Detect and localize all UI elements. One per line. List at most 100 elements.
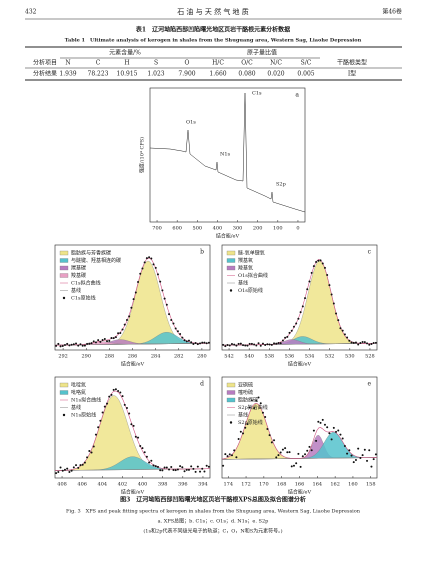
raw-point (145, 455, 148, 458)
x-tick-label: 164 (313, 482, 323, 488)
legend-label: C1s拟合曲线 (71, 280, 101, 287)
raw-point (159, 280, 162, 283)
table-column: C (96, 60, 101, 67)
raw-point (308, 280, 311, 283)
raw-point (179, 333, 182, 336)
table-cell: 10.915 (117, 71, 138, 78)
raw-point (201, 467, 204, 470)
raw-point (66, 342, 69, 345)
raw-point (75, 342, 78, 345)
raw-point (77, 344, 80, 347)
x-tick-label: 540 (244, 354, 254, 360)
raw-point (101, 339, 104, 342)
raw-point (315, 439, 318, 442)
raw-point (110, 393, 113, 396)
raw-point (226, 344, 229, 347)
x-tick-label: 538 (265, 354, 275, 360)
x-tick-label: 536 (285, 354, 295, 360)
raw-point (207, 465, 210, 468)
raw-point (281, 339, 284, 342)
raw-point (230, 342, 233, 345)
raw-point (337, 429, 340, 432)
table-column: S (154, 60, 158, 67)
raw-point (228, 344, 231, 347)
raw-point (350, 454, 353, 457)
legend-swatch (226, 397, 236, 403)
x-tick-label: 100 (273, 226, 283, 232)
raw-point (295, 462, 298, 465)
legend-swatch (229, 421, 233, 424)
table-column: N/C (270, 60, 282, 67)
x-tick-label: 406 (77, 482, 87, 488)
raw-point (246, 344, 249, 347)
raw-point (312, 429, 315, 432)
raw-point (130, 306, 133, 309)
raw-point (270, 441, 273, 444)
raw-point (363, 341, 366, 344)
raw-point (128, 315, 131, 318)
x-tick-label: 530 (345, 354, 355, 360)
raw-point (119, 391, 122, 394)
legend-swatch (226, 265, 236, 271)
raw-point (139, 272, 142, 275)
raw-point (141, 267, 144, 270)
raw-point (301, 455, 304, 458)
table-cell: 分析结果 (33, 70, 57, 78)
raw-point (250, 399, 253, 402)
panel-frame (54, 376, 211, 479)
x-tick-label: 408 (57, 482, 67, 488)
raw-point (108, 395, 111, 398)
raw-point (288, 331, 291, 334)
x-axis-label: 结合能/eV (121, 489, 145, 496)
raw-point (83, 461, 86, 464)
raw-point (253, 343, 256, 346)
raw-point (128, 412, 131, 415)
raw-point (361, 340, 364, 343)
raw-point (134, 435, 137, 438)
raw-point (335, 430, 338, 433)
raw-point (255, 344, 258, 347)
x-tick-label: 162 (330, 482, 340, 488)
legend-label: 基线 (238, 412, 248, 419)
raw-point (70, 469, 73, 472)
raw-point (148, 461, 151, 464)
panel: b 292 290 288 286 284 282 280 结合能/eV 脂肪族与芳香族碳与醚键、… (54, 244, 211, 368)
raw-point (181, 336, 184, 339)
x-tick-label: 166 (295, 482, 305, 488)
raw-point (141, 447, 144, 450)
legend-swatch (59, 382, 69, 388)
raw-point (103, 338, 106, 341)
peak-label: N1s (220, 152, 231, 158)
legend-swatch (59, 265, 69, 271)
raw-point (172, 322, 175, 325)
raw-point (55, 472, 58, 475)
raw-point (224, 453, 227, 456)
raw-point (106, 340, 109, 343)
raw-point (154, 266, 157, 269)
raw-point (246, 423, 249, 426)
raw-point (359, 341, 362, 344)
raw-point (273, 342, 276, 345)
y-axis-label: 强度/(10⁴ CPS) (139, 137, 146, 173)
x-tick-label: 404 (98, 482, 108, 488)
raw-point (343, 333, 346, 336)
panel-label: a (295, 92, 299, 99)
raw-point (194, 341, 197, 344)
raw-point (99, 419, 102, 422)
raw-point (368, 343, 371, 346)
raw-point (176, 330, 179, 333)
raw-point (319, 421, 322, 424)
raw-point (366, 342, 369, 345)
table-header: 元素含量/% (109, 49, 141, 57)
legend-label: 羰基氧 (238, 257, 253, 264)
raw-point (101, 411, 104, 414)
raw-point (317, 259, 320, 262)
raw-point (350, 341, 353, 344)
raw-point (137, 280, 140, 283)
raw-point (357, 343, 360, 346)
raw-point (205, 464, 208, 467)
raw-point (196, 343, 199, 346)
raw-point (183, 339, 186, 342)
raw-point (70, 343, 73, 346)
raw-point (72, 343, 75, 346)
